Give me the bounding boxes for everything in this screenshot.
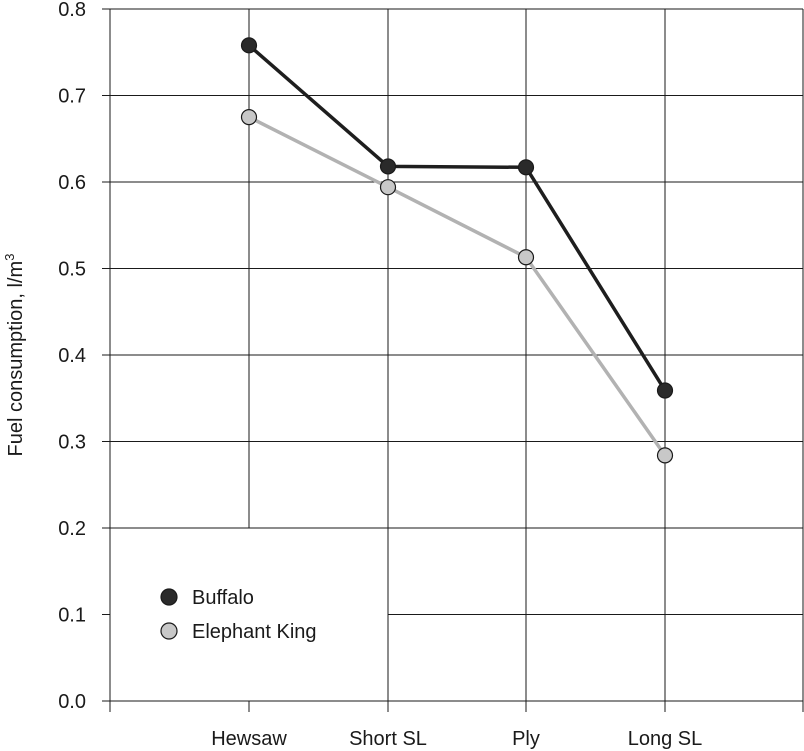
y-tick-label: 0.4 bbox=[58, 345, 86, 367]
series-line bbox=[248, 115, 667, 457]
y-tick-label: 0.1 bbox=[58, 605, 86, 627]
y-tick-label: 0.8 bbox=[58, 0, 86, 21]
data-point bbox=[517, 249, 535, 266]
legend-marker bbox=[160, 622, 178, 640]
x-tick-label: Short SL bbox=[349, 728, 427, 750]
x-tick-label: Long SL bbox=[628, 728, 703, 750]
y-tick-labels: 0.0 0.1 0.2 0.3 0.4 0.5 0.6 0.7 0.8 bbox=[58, 0, 86, 713]
legend-marker bbox=[160, 588, 178, 606]
data-point bbox=[656, 447, 674, 464]
data-point bbox=[240, 37, 258, 54]
x-tick-label: Ply bbox=[512, 728, 540, 750]
y-tick-label: 0.7 bbox=[58, 86, 86, 108]
y-axis-title-superscript: 3 bbox=[2, 254, 17, 261]
data-point bbox=[379, 158, 397, 175]
y-tick-label: 0.3 bbox=[58, 432, 86, 454]
grid bbox=[110, 9, 803, 701]
data-point bbox=[240, 109, 258, 126]
y-axis-title-main: Fuel consumption, l/m bbox=[5, 261, 27, 457]
series-group bbox=[240, 37, 674, 464]
series-line bbox=[247, 44, 667, 392]
y-tick-label: 0.5 bbox=[58, 259, 86, 281]
data-point bbox=[656, 382, 674, 399]
y-tick-label: 0.2 bbox=[58, 518, 86, 540]
y-tick-label: 0.0 bbox=[58, 691, 86, 713]
axes bbox=[102, 8, 804, 712]
y-tick-label: 0.6 bbox=[58, 172, 86, 194]
legend: Buffalo Elephant King bbox=[160, 587, 317, 643]
legend-label: Elephant King bbox=[192, 621, 317, 643]
x-tick-label: Hewsaw bbox=[211, 728, 287, 750]
data-point bbox=[517, 159, 535, 176]
y-axis-title: Fuel consumption, l/m3 bbox=[2, 254, 27, 457]
data-point bbox=[379, 179, 397, 196]
legend-label: Buffalo bbox=[192, 587, 254, 609]
x-tick-labels: Hewsaw Short SL Ply Long SL bbox=[211, 728, 702, 750]
